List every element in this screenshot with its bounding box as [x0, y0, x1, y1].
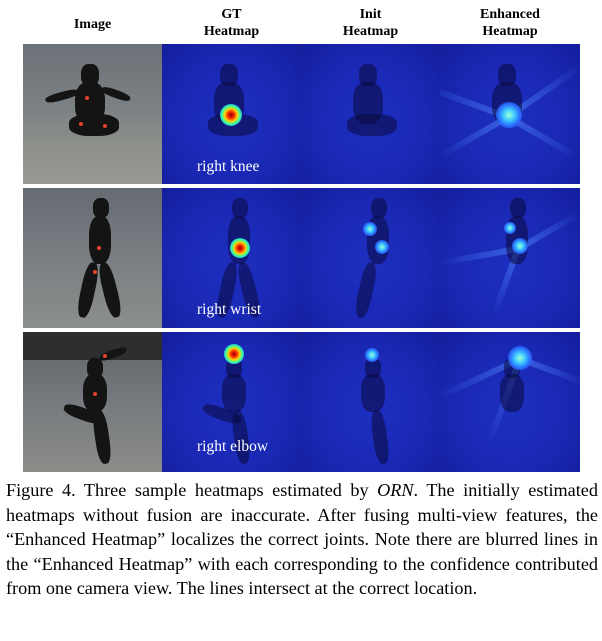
input-image [23, 188, 162, 328]
header-gt-heatmap: GT Heatmap [203, 7, 260, 39]
joint-label: right knee [197, 158, 260, 175]
figure-row-right-knee: right knee [23, 44, 580, 184]
peak-marker [363, 222, 377, 236]
peak-marker [220, 104, 242, 126]
header-image: Image [73, 17, 112, 32]
peak-marker [375, 240, 389, 254]
peak-marker [504, 222, 516, 234]
input-image [23, 44, 162, 184]
header-init-heatmap: Init Heatmap [342, 7, 399, 39]
peak-marker [512, 238, 528, 254]
peak-marker [230, 238, 250, 258]
caption-text-rest: . The initially estimated heatmaps witho… [6, 480, 598, 598]
init-heatmap [301, 188, 440, 328]
gt-heatmap: right knee [162, 44, 301, 184]
input-image [23, 332, 162, 472]
enhanced-heatmap [440, 188, 580, 328]
figure-row-right-wrist: right wrist [23, 188, 580, 328]
enhanced-heatmap [440, 44, 580, 184]
gt-heatmap: right elbow [162, 332, 301, 472]
init-heatmap [301, 44, 440, 184]
figure-caption: Figure 4. Three sample heatmaps estimate… [6, 478, 598, 601]
joint-label: right elbow [197, 438, 269, 455]
init-heatmap [301, 332, 440, 472]
figure-row-right-elbow: right elbow [23, 332, 580, 472]
gt-heatmap: right wrist [162, 188, 301, 328]
peak-marker [508, 346, 532, 370]
peak-marker [496, 102, 522, 128]
peak-marker [365, 348, 379, 362]
peak-marker [224, 344, 244, 364]
enhanced-heatmap [440, 332, 580, 472]
joint-label: right wrist [197, 301, 262, 318]
caption-text-start: Figure 4. Three sample heatmaps estimate… [6, 480, 378, 500]
header-enhanced-heatmap: Enhanced Heatmap [480, 7, 540, 39]
caption-method-name: ORN [377, 480, 414, 500]
